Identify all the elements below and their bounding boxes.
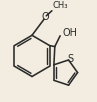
Text: CH₃: CH₃: [52, 1, 68, 10]
Text: S: S: [67, 54, 73, 64]
Text: OH: OH: [63, 28, 78, 38]
Text: O: O: [41, 12, 49, 22]
